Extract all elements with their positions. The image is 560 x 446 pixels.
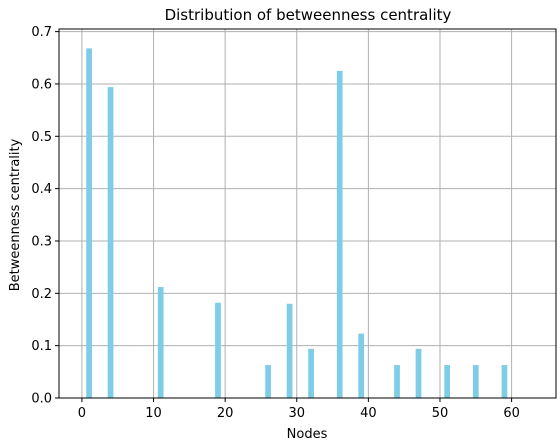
grid-lines (59, 29, 556, 399)
x-tick-label: 0 (78, 406, 86, 421)
bar-node-19 (215, 302, 221, 398)
x-tick-label: 40 (360, 406, 377, 421)
bar-node-59 (501, 365, 508, 398)
bar-node-4 (107, 87, 114, 398)
bar-node-55 (472, 365, 479, 398)
bar-node-36 (336, 70, 343, 398)
x-tick-label: 60 (503, 406, 520, 421)
bar-node-26 (265, 365, 271, 398)
bar-node-32 (308, 348, 314, 398)
y-tick-label: 0.2 (31, 287, 52, 302)
chart-title: Distribution of betweenness centrality (165, 6, 452, 24)
x-axis-label: Nodes (287, 427, 328, 442)
y-axis-label: Betweenness centrality (8, 138, 23, 291)
x-tick-label: 30 (288, 406, 305, 421)
y-tick-label: 0.3 (31, 234, 52, 249)
x-tick-label: 50 (432, 406, 449, 421)
x-tick-label: 10 (145, 406, 162, 421)
bars (86, 48, 508, 398)
y-tick-label: 0.4 (31, 182, 52, 197)
y-tick-label: 0.5 (31, 130, 52, 145)
axis-ticks: 0 10 20 30 40 50 60 0.0 0.1 0.2 0.3 0.4 0.5 0.6 0.7 (31, 25, 520, 421)
plot-frame (58, 28, 557, 399)
bar-node-44 (394, 365, 400, 398)
bar-node-47 (415, 348, 422, 398)
y-tick-label: 0.1 (31, 339, 52, 354)
bar-node-1 (86, 48, 92, 398)
y-tick-label: 0.7 (31, 25, 52, 40)
bar-node-29 (286, 303, 293, 398)
y-tick-label: 0.6 (31, 77, 52, 92)
bar-node-11 (157, 287, 164, 398)
bar-node-39 (358, 333, 365, 398)
y-tick-label: 0.0 (31, 392, 52, 407)
x-tick-label: 20 (217, 406, 234, 421)
bar-node-51 (444, 365, 451, 398)
